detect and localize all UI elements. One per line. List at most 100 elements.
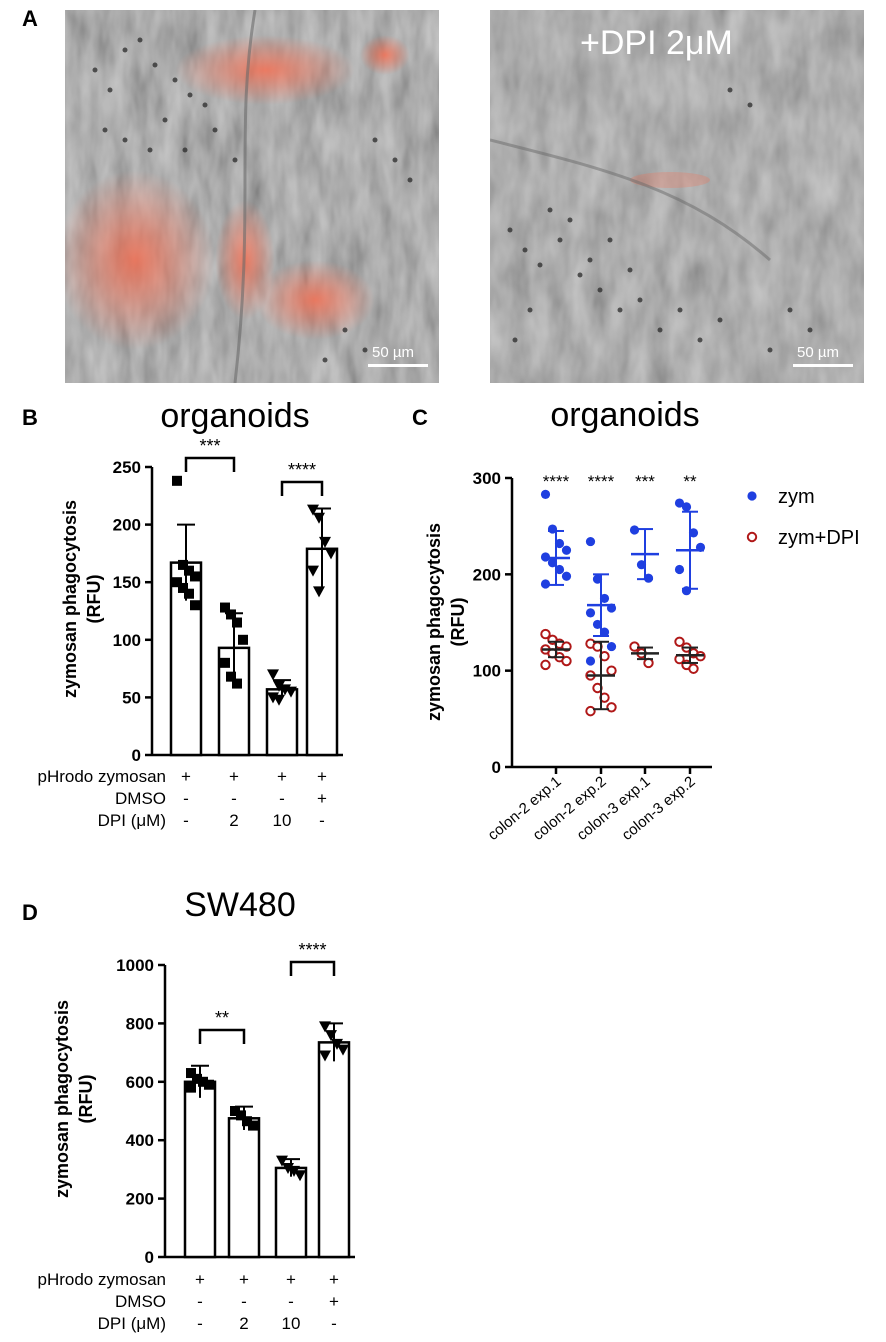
y-tick-label: 300: [473, 469, 501, 488]
y-tick-label: 0: [132, 746, 141, 765]
y-tick-label: 400: [126, 1131, 154, 1150]
significance-label: ***: [635, 472, 655, 491]
y-tick-label: 600: [126, 1073, 154, 1092]
bar: [317, 1041, 351, 1259]
legend-marker-zym: [747, 491, 757, 501]
data-point-zym: [561, 571, 572, 581]
condition-value: +: [277, 767, 287, 786]
data-point: [226, 609, 236, 620]
significance-label: **: [215, 1008, 229, 1028]
data-point: [294, 1170, 306, 1182]
data-point: [313, 586, 325, 598]
data-point: [319, 1050, 331, 1062]
condition-value: +: [181, 767, 191, 786]
data-point-zym: [674, 498, 685, 508]
bar-chart-d: SW480 zymosan phagocytosis (RFU) 0 200 400 600…: [37, 886, 355, 1333]
data-point-zym-dpi: [606, 702, 617, 713]
microscopy-image-control: [65, 10, 439, 383]
condition-value: -: [288, 1292, 294, 1311]
condition-value: -: [183, 789, 189, 808]
data-point-zym: [674, 564, 685, 575]
significance-label: ****: [288, 460, 316, 480]
condition-label: pHrodo zymosan: [37, 767, 166, 786]
significance-bracket: [289, 960, 336, 976]
y-axis-label: zymosan phagocytosis (RFU): [52, 1000, 96, 1198]
data-point: [307, 565, 319, 577]
data-point: [325, 1030, 337, 1042]
legend-label-zym: zym: [778, 486, 815, 508]
data-point-zym-dpi: [540, 628, 551, 640]
data-point-zym: [554, 538, 565, 549]
significance-bracket: [184, 456, 236, 472]
condition-value: +: [317, 789, 327, 808]
condition-value: -: [183, 811, 189, 830]
data-point: [172, 475, 182, 486]
data-point-zym: [585, 656, 596, 666]
condition-value: -: [279, 789, 285, 808]
condition-label: DPI (μM): [98, 1314, 166, 1333]
data-point-zym: [629, 525, 640, 535]
panel-label-b: B: [22, 405, 38, 430]
condition-value: +: [329, 1292, 339, 1311]
data-point-zym: [636, 560, 647, 570]
scale-label-right: 50 µm: [797, 344, 839, 361]
significance-bracket: [198, 1028, 246, 1044]
data-point-zym-dpi: [674, 636, 685, 647]
panel-label-c: C: [412, 405, 428, 430]
data-point: [238, 634, 248, 645]
significance-label: ****: [298, 940, 326, 960]
data-point: [220, 657, 230, 668]
data-point: [220, 602, 230, 613]
chart-title: organoids: [550, 396, 699, 434]
scale-label-left: 50 µm: [372, 344, 414, 361]
data-point: [307, 504, 319, 516]
data-point: [226, 671, 236, 682]
legend-marker-zym-dpi: [746, 531, 758, 543]
y-tick-label: 200: [113, 516, 141, 535]
data-point: [319, 536, 331, 548]
y-tick-label: 100: [113, 631, 141, 650]
data-point-zym: [561, 545, 572, 555]
data-point: [282, 1162, 294, 1174]
data-point: [190, 571, 200, 582]
condition-value: +: [239, 1270, 249, 1289]
bar: [274, 1166, 308, 1259]
y-tick-label: 0: [492, 758, 501, 777]
scale-bar-right: [793, 364, 853, 367]
scale-bar-left: [368, 364, 428, 367]
y-axis-label: zymosan phagocytosis (RFU): [60, 500, 104, 698]
y-tick-label: 250: [113, 458, 141, 477]
data-point: [331, 1038, 343, 1050]
bar: [227, 1117, 261, 1259]
panel-label-d: D: [22, 900, 38, 925]
y-axis-label: zymosan phagocytosis (RFU): [424, 523, 468, 721]
data-point-zym-dpi: [606, 665, 617, 676]
data-point: [204, 1079, 214, 1090]
condition-value: -: [319, 811, 325, 830]
data-point: [285, 686, 297, 698]
data-point: [236, 1110, 246, 1121]
y-tick-label: 200: [473, 565, 501, 584]
condition-value: 2: [229, 811, 238, 830]
data-point: [184, 588, 194, 599]
data-point-zym: [599, 627, 610, 637]
dpi-overlay-label: +DPI 2μM: [580, 24, 733, 62]
significance-label: ****: [588, 472, 615, 491]
condition-value: -: [197, 1314, 203, 1333]
significance-label: **: [683, 472, 697, 491]
data-point-zym: [547, 558, 558, 568]
data-point: [242, 1116, 252, 1127]
data-point-zym: [585, 536, 596, 547]
data-point-zym-dpi: [688, 663, 699, 674]
data-point-zym: [554, 564, 565, 575]
condition-value: +: [286, 1270, 296, 1289]
data-point: [248, 1120, 258, 1131]
significance-label: ***: [199, 436, 220, 456]
y-tick-label: 100: [473, 662, 501, 681]
condition-value: +: [317, 767, 327, 786]
data-point-zym-dpi: [561, 655, 572, 667]
condition-label: pHrodo zymosan: [37, 1270, 166, 1289]
condition-value: +: [195, 1270, 205, 1289]
data-point: [186, 1082, 196, 1093]
y-tick-label: 800: [126, 1014, 154, 1033]
